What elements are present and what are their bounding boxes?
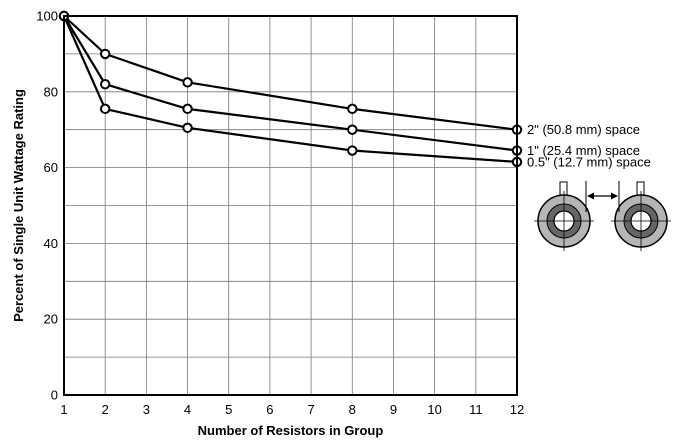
series-label-2: 1" (25.4 mm) space [527,143,640,158]
series-lines [58,10,523,168]
y-tick-label: 80 [44,84,58,99]
data-point [347,103,358,115]
data-point [99,48,111,60]
data-point [347,145,358,156]
x-tick-label: 11 [469,402,483,417]
x-tick-label: 3 [143,402,150,417]
data-point [182,122,193,134]
data-point [99,103,111,115]
x-tick-label: 10 [427,402,441,417]
y-tick-label: 40 [44,236,58,251]
x-axis-title: Number of Resistors in Group [198,423,384,438]
resistor-spacing-diagram [534,181,671,251]
y-tick-label: 20 [44,312,58,327]
series-label-3: 0.5" (12.7 mm) space [527,154,651,169]
y-tick-label: 0 [51,388,58,403]
series-line-3 [62,15,518,163]
resistor-right-icon [611,181,671,251]
series-label-1: 2" (50.8 mm) space [527,122,640,137]
y-tick-label: 100 [36,9,58,24]
y-tick-label: 60 [44,160,58,175]
series-line-2 [63,15,518,152]
x-tick-label: 1 [60,402,67,417]
x-tick-label: 2 [102,402,109,417]
data-point [182,77,193,88]
data-point [99,79,111,90]
y-axis-title: Percent of Single Unit Wattage Rating [11,89,26,322]
x-tick-label: 7 [307,402,314,417]
x-tick-label: 5 [225,402,232,417]
series-line-1 [63,15,518,131]
x-tick-label: 4 [184,402,191,417]
data-point [347,124,358,135]
data-point [182,103,193,115]
x-tick-label: 9 [390,402,397,417]
plot-frame [63,15,518,396]
series-labels: 2" (50.8 mm) space 1" (25.4 mm) space0.5"… [527,122,651,169]
resistor-left-icon [534,181,594,251]
grid [63,15,518,396]
x-tick-label: 6 [266,402,273,417]
x-tick-label: 12 [510,402,524,417]
spacing-arrow-icon [585,181,620,212]
x-tick-label: 8 [349,402,356,417]
